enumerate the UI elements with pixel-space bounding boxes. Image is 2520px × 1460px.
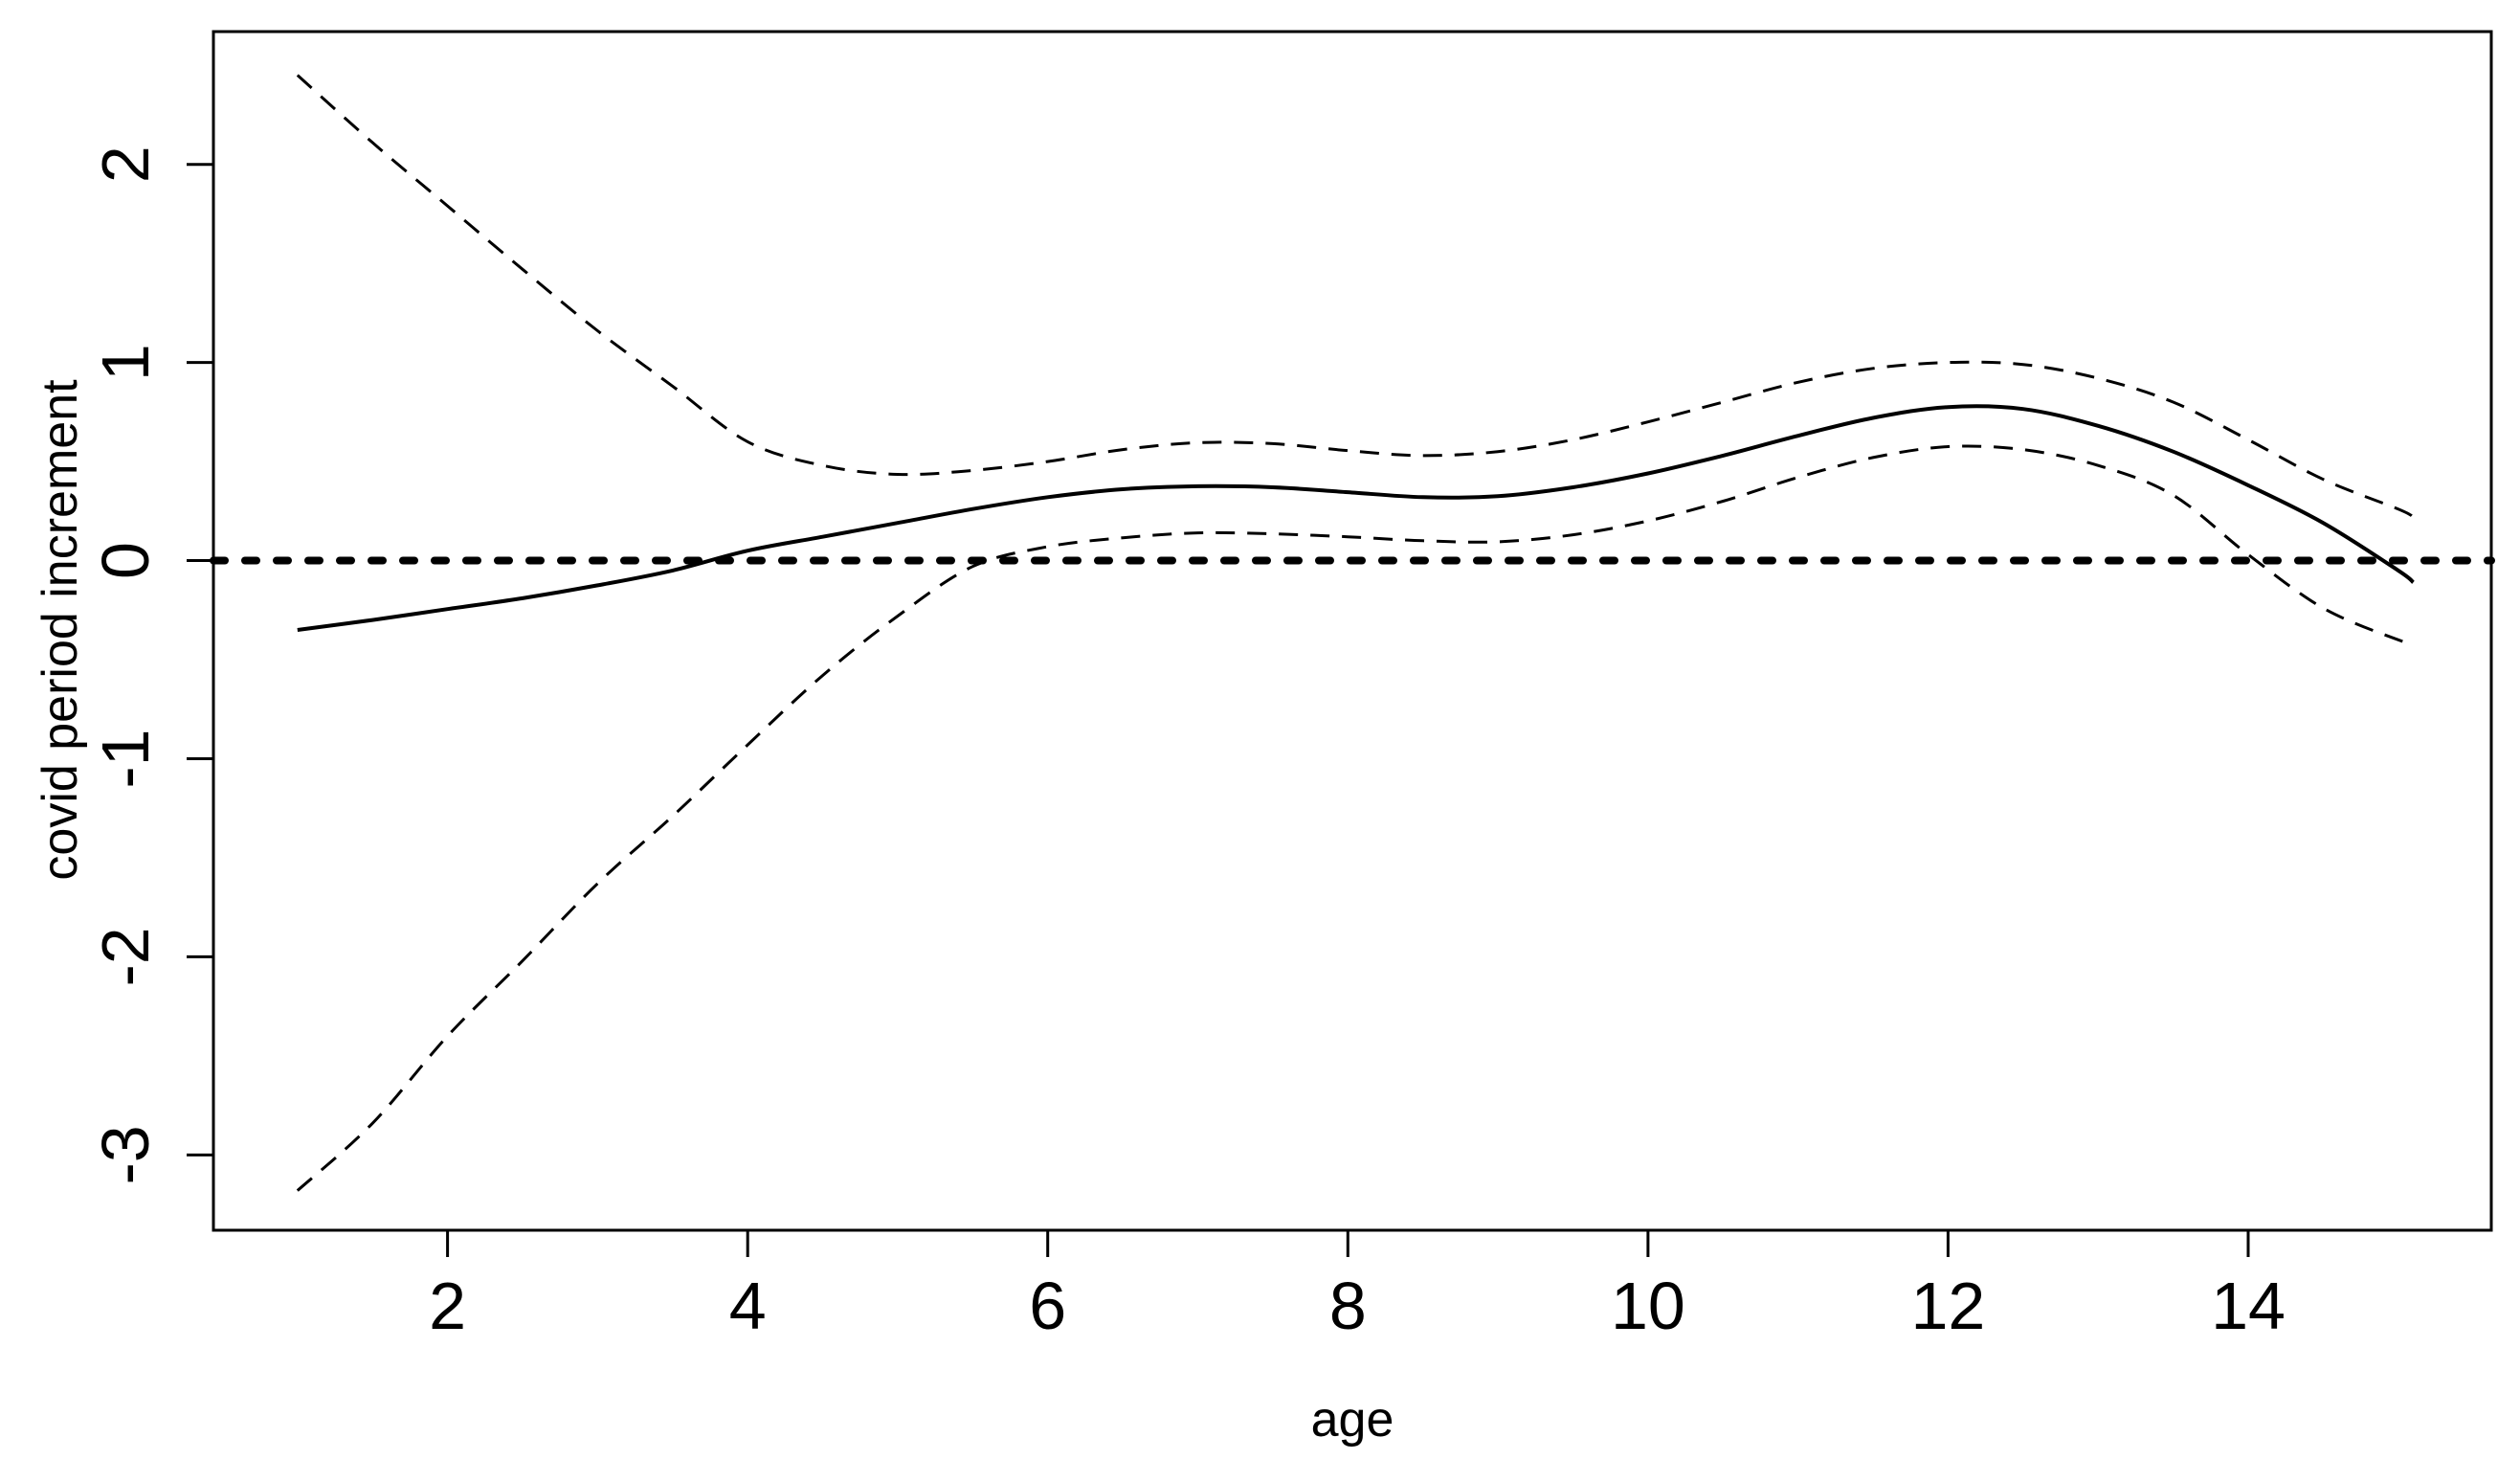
y-axis-title: covid period increment <box>33 379 88 881</box>
x-tick-label: 2 <box>429 1269 466 1343</box>
y-tick-label: 1 <box>88 344 163 381</box>
smooth-estimate-line <box>297 404 2415 632</box>
y-tick-label: -2 <box>88 927 163 986</box>
y-axis: 2 1 0 -1 -2 -3 <box>88 146 213 1185</box>
x-tick-label: 10 <box>1611 1269 1685 1343</box>
x-axis: 2 4 6 8 10 12 14 <box>429 1230 2286 1343</box>
x-tick-label: 8 <box>1329 1269 1367 1343</box>
ci-lower-line <box>296 444 2414 1192</box>
x-tick-label: 12 <box>1910 1269 1985 1343</box>
y-tick-label: 0 <box>88 542 163 579</box>
x-tick-label: 4 <box>729 1269 767 1343</box>
y-tick-label: 2 <box>88 146 163 183</box>
y-tick-label: -1 <box>88 729 163 788</box>
x-axis-title: age <box>1311 1392 1394 1448</box>
x-tick-label: 6 <box>1029 1269 1066 1343</box>
x-tick-label: 14 <box>2211 1269 2286 1343</box>
y-tick-label: -3 <box>88 1125 163 1184</box>
plot-border-box <box>212 30 2493 1232</box>
ci-upper-line <box>296 74 2415 519</box>
